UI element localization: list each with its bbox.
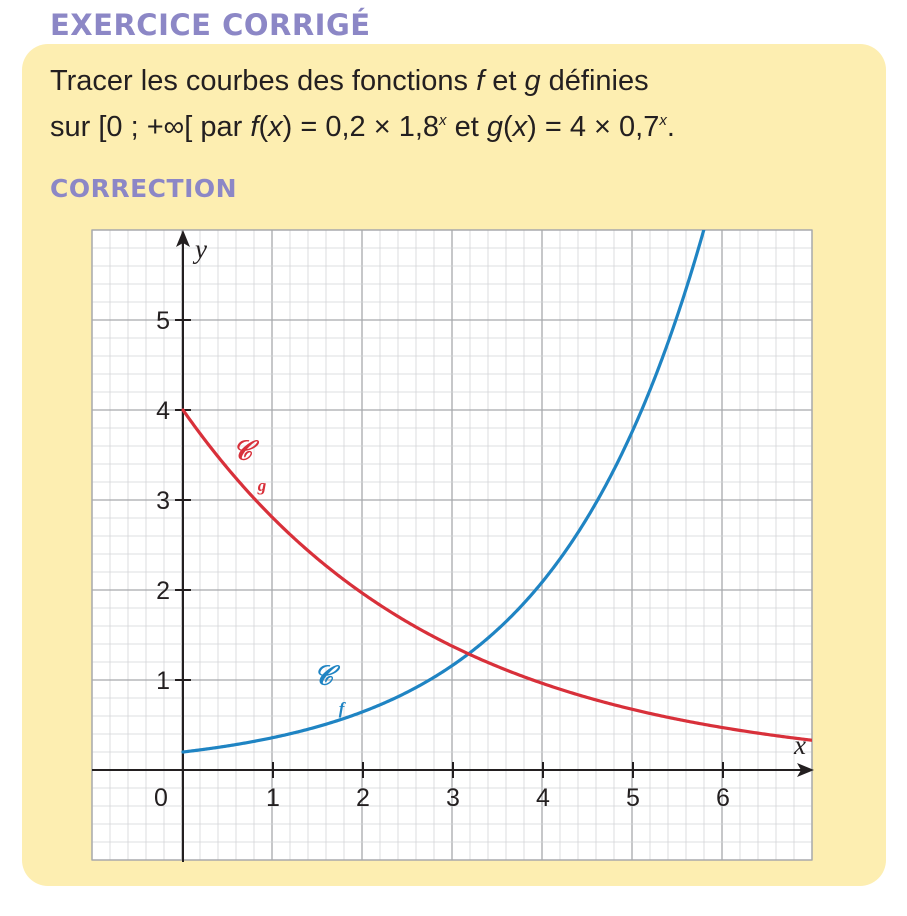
curve-g bbox=[181, 408, 812, 742]
x-tick-label: 3 bbox=[446, 784, 460, 812]
exercise-statement: Tracer les courbes des fonctions f et g … bbox=[50, 58, 870, 150]
x-axis-label: x bbox=[793, 730, 806, 760]
x-tick-label: 4 bbox=[536, 784, 550, 812]
data-point-g bbox=[722, 726, 725, 729]
curve-label-subscript-g: g bbox=[257, 476, 267, 495]
x-tick-label: 1 bbox=[266, 784, 280, 812]
y-tick-label: 5 bbox=[156, 307, 170, 335]
data-point-g bbox=[767, 733, 770, 736]
data-point-g bbox=[452, 645, 455, 648]
data-point-g bbox=[362, 592, 365, 595]
data-point-f bbox=[587, 515, 590, 518]
data-point-f bbox=[704, 229, 707, 232]
y-axis-arrow bbox=[176, 230, 190, 247]
data-point-g bbox=[227, 467, 230, 470]
correction-label: CORRECTION bbox=[50, 174, 238, 203]
statement-line-2: sur [0 ; +∞[ par f(x) = 0,2 × 1,8x et g(… bbox=[50, 111, 675, 143]
x-tick-label: 2 bbox=[356, 784, 370, 812]
data-point-g bbox=[812, 739, 815, 742]
data-point-g bbox=[587, 697, 590, 700]
data-point-g bbox=[497, 665, 500, 668]
data-point-f bbox=[272, 736, 275, 739]
data-point-f bbox=[677, 312, 680, 315]
y-tick-label: 3 bbox=[156, 487, 170, 515]
x-tick-label: 5 bbox=[626, 784, 640, 812]
statement-line-1: Tracer les courbes des fonctions f et g … bbox=[50, 65, 649, 97]
data-point-f bbox=[182, 751, 185, 754]
data-point-f bbox=[632, 428, 635, 431]
data-point-g bbox=[317, 558, 320, 561]
data-point-g bbox=[272, 517, 275, 520]
data-point-f bbox=[542, 580, 545, 583]
exercise-title: EXERCICE CORRIGÉ bbox=[50, 8, 371, 42]
origin-label: 0 bbox=[154, 784, 168, 812]
data-point-f bbox=[227, 744, 230, 747]
curve-f bbox=[181, 230, 706, 754]
y-tick-label: 1 bbox=[156, 667, 170, 695]
data-point-f bbox=[452, 663, 455, 666]
y-tick-label: 2 bbox=[156, 577, 170, 605]
data-point-f bbox=[497, 628, 500, 631]
y-axis-label: y bbox=[192, 234, 207, 264]
y-tick-label: 4 bbox=[156, 397, 170, 425]
plot-border bbox=[91, 229, 813, 861]
data-point-f bbox=[362, 710, 365, 713]
curve-label-subscript-f: f bbox=[339, 699, 347, 718]
data-point-g bbox=[677, 718, 680, 721]
x-axis-arrow bbox=[797, 763, 814, 777]
data-point-f bbox=[317, 725, 320, 728]
x-tick-label: 6 bbox=[716, 784, 730, 812]
axes: 1 2 3 4 5 6 1 2 3 4 5 0 x y bbox=[92, 230, 814, 862]
data-point-g bbox=[182, 409, 185, 412]
data-point-g bbox=[632, 708, 635, 711]
data-point-g bbox=[542, 682, 545, 685]
data-point-f bbox=[407, 690, 410, 693]
data-point-g bbox=[407, 621, 410, 624]
